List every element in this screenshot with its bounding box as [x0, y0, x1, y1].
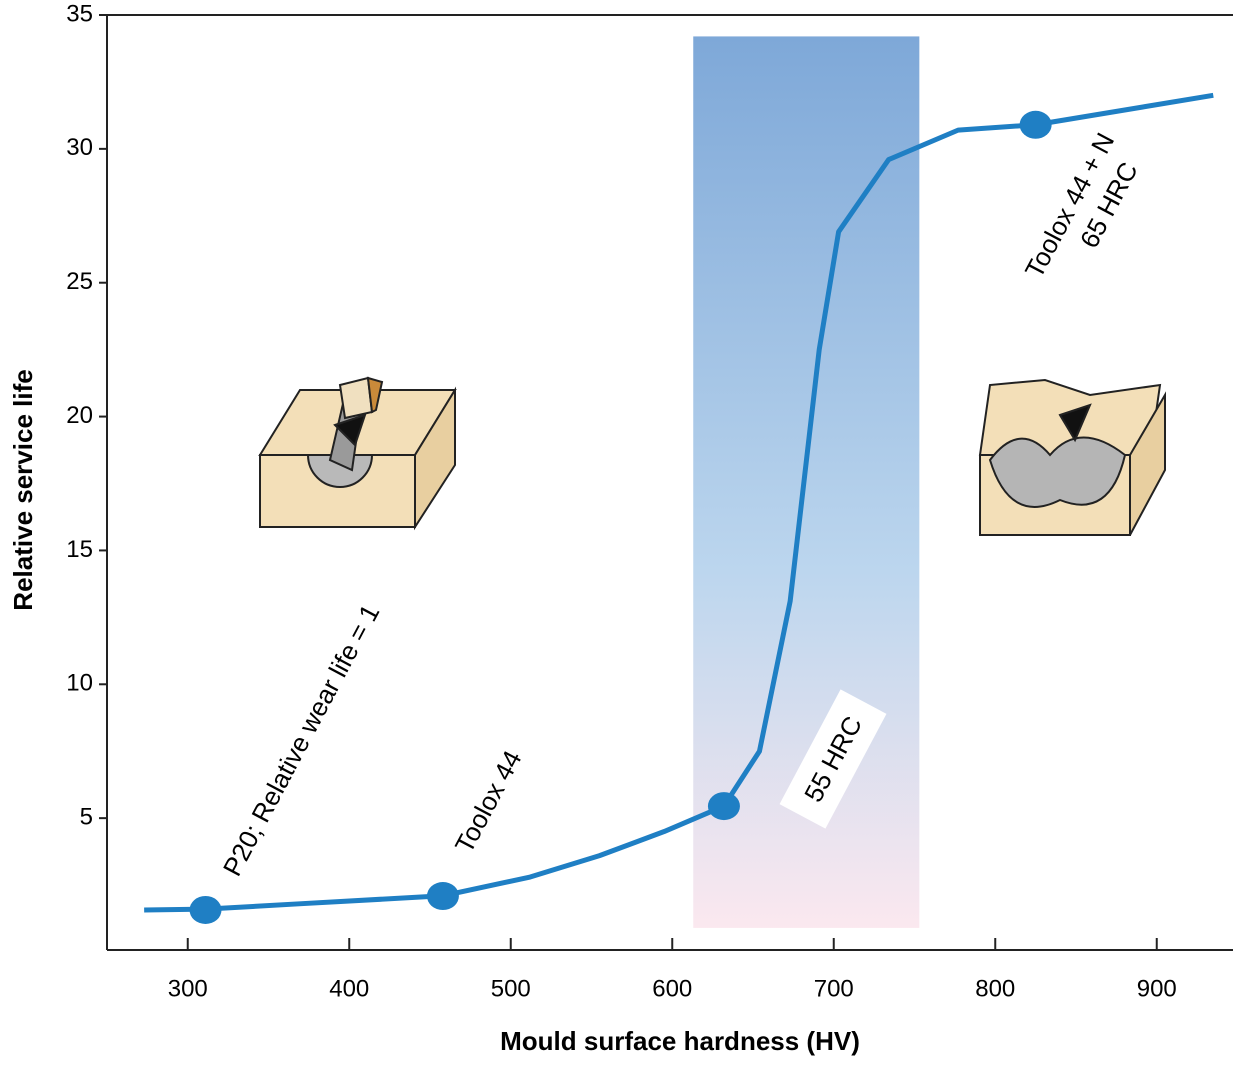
y-tick-label: 30: [66, 134, 93, 161]
x-tick-label: 700: [814, 975, 854, 1002]
x-tick-label: 300: [168, 975, 208, 1002]
x-tick-label: 900: [1137, 975, 1177, 1002]
x-tick-label: 500: [491, 975, 531, 1002]
y-tick-label: 5: [80, 803, 93, 830]
point: [190, 896, 222, 924]
illustration-cutting: [260, 378, 455, 527]
annotation: P20; Relative wear life = 1: [217, 599, 386, 880]
illustration-wear: [980, 380, 1165, 535]
x-axis-label: Mould surface hardness (HV): [500, 1026, 860, 1056]
x-tick-label: 800: [975, 975, 1015, 1002]
chart: Mould surface hardness (HV) Relative ser…: [0, 0, 1233, 1060]
point: [1020, 111, 1052, 139]
x-tick-label: 600: [652, 975, 692, 1002]
y-axis-label: Relative service life: [8, 369, 38, 610]
point: [708, 792, 740, 820]
y-tick-label: 10: [66, 670, 93, 697]
y-tick-label: 25: [66, 268, 93, 295]
annotation: Toolox 44: [449, 745, 528, 857]
y-tick-label: 20: [66, 402, 93, 429]
y-tick-label: 35: [66, 0, 93, 27]
x-tick-label: 400: [329, 975, 369, 1002]
y-tick-label: 15: [66, 536, 93, 563]
point: [427, 882, 459, 910]
